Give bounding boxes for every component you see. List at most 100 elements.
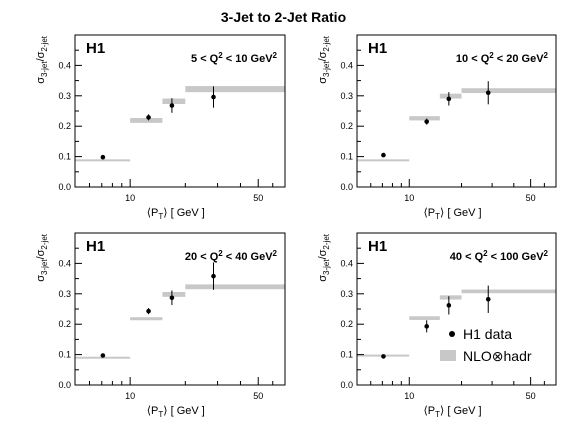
q2-range-text: 40 < Q [450, 251, 484, 263]
y-tick-label: 0.2 [58, 319, 71, 329]
y-axis-label-subscript: 3-jet [40, 259, 49, 275]
y-tick-label: 0.2 [340, 319, 353, 329]
x-axis-label-subscript: T [158, 410, 163, 419]
nlo-band [357, 159, 410, 162]
q2-range-label: 5 < Q2 < 10 GeV2 [191, 51, 278, 65]
x-axis-label-text: ⟩ [ GeV ] [440, 405, 482, 417]
data-point [424, 119, 429, 124]
y-axis-label: σ3-jet/σ2-jet [35, 35, 49, 84]
q2-superscript: 2 [544, 51, 549, 60]
x-axis-label: ⟨PT⟩ [ GeV ] [423, 207, 481, 221]
x-axis-label-text: ⟨P [423, 207, 435, 219]
x-axis-label-subscript: T [435, 212, 440, 221]
nlo-band [409, 116, 440, 121]
y-tick-label: 0.3 [58, 91, 71, 101]
experiment-label: H1 [86, 238, 105, 255]
x-axis-label: ⟨PT⟩ [ GeV ] [423, 405, 481, 419]
q2-superscript: 2 [483, 249, 488, 258]
y-tick-label: 0.2 [340, 121, 353, 131]
y-axis-label-subscript: 2-jet [322, 35, 331, 51]
x-axis-label: ⟨PT⟩ [ GeV ] [147, 207, 205, 221]
nlo-band [75, 159, 131, 162]
y-tick-label: 0.4 [58, 258, 71, 268]
q2-range-text: 10 < Q [456, 53, 490, 65]
q2-superscript: 2 [273, 249, 278, 258]
y-axis-label: σ3-jet/σ2-jet [317, 35, 331, 84]
y-axis-label-text: σ [317, 275, 329, 282]
q2-range-label: 10 < Q2 < 20 GeV2 [456, 51, 549, 65]
y-tick-label: 0.4 [58, 60, 71, 70]
x-tick-label: 50 [253, 193, 263, 203]
y-tick-label: 0.0 [58, 380, 71, 390]
data-point [485, 90, 491, 96]
y-axis-label-text: /σ [317, 249, 329, 259]
y-tick-label: 0.1 [340, 350, 353, 360]
data-point [381, 152, 386, 158]
nlo-band [409, 316, 440, 320]
data-point [100, 353, 106, 358]
data-point [100, 154, 106, 160]
x-tick-label: 10 [404, 193, 414, 203]
figure-title: 3-Jet to 2-Jet Ratio [221, 9, 346, 25]
y-tick-label: 0.0 [340, 380, 353, 390]
y-tick-label: 0.1 [58, 152, 71, 162]
nlo-band [130, 117, 163, 123]
q2-range-label: 20 < Q2 < 40 GeV2 [185, 249, 278, 263]
y-tick-label: 0.3 [340, 289, 353, 299]
experiment-label: H1 [86, 40, 105, 57]
q2-superscript: 2 [273, 51, 278, 60]
nlo-band [162, 291, 186, 297]
data-point [485, 296, 491, 302]
data-point [446, 303, 452, 308]
x-tick-label: 50 [526, 193, 536, 203]
experiment-label: H1 [368, 40, 387, 57]
x-axis-label-text: ⟨P [147, 207, 159, 219]
x-tick-label: 50 [526, 391, 536, 401]
q2-range-text: < 20 GeV [494, 53, 545, 65]
data-point [146, 308, 151, 314]
q2-range-text: 5 < Q [191, 53, 219, 65]
x-tick-label: 10 [125, 391, 135, 401]
q2-superscript: 2 [544, 249, 549, 258]
nlo-band [162, 98, 186, 105]
data-point [146, 115, 151, 120]
data-point [169, 103, 175, 108]
y-axis-label-text: σ [317, 77, 329, 84]
y-tick-label: 0.3 [340, 91, 353, 101]
x-axis-label-text: ⟩ [ GeV ] [440, 207, 482, 219]
q2-range-text: < 10 GeV [223, 53, 274, 65]
y-axis-label-subscript: 2-jet [40, 35, 49, 51]
x-axis-label: ⟨PT⟩ [ GeV ] [147, 405, 205, 419]
nlo-band [185, 86, 285, 93]
legend-nlo-swatch [440, 350, 456, 361]
y-tick-label: 0.4 [340, 258, 353, 268]
y-axis-label-text: σ [35, 275, 47, 282]
y-axis-label-subscript: 2-jet [40, 233, 49, 249]
data-point [211, 94, 216, 100]
data-point [424, 324, 429, 329]
x-axis-label-text: ⟨P [147, 405, 159, 417]
x-axis-label-text: ⟨P [423, 405, 435, 417]
y-tick-label: 0.0 [58, 182, 71, 192]
q2-range-text: < 40 GeV [223, 251, 274, 263]
q2-range-text: < 100 GeV [488, 251, 545, 263]
y-axis-label: σ3-jet/σ2-jet [35, 233, 49, 282]
x-axis-label-text: ⟩ [ GeV ] [163, 207, 205, 219]
y-axis-label-subscript: 3-jet [40, 61, 49, 77]
x-tick-label: 10 [125, 193, 135, 203]
y-axis-label-text: σ [35, 77, 47, 84]
y-tick-label: 0.1 [58, 350, 71, 360]
q2-range-text: 20 < Q [185, 251, 219, 263]
data-point [169, 295, 175, 301]
experiment-label: H1 [368, 238, 387, 255]
legend-data-label: H1 data [463, 326, 512, 342]
x-axis-label-subscript: T [158, 212, 163, 221]
y-tick-label: 0.3 [58, 289, 71, 299]
y-axis-label: σ3-jet/σ2-jet [317, 233, 331, 282]
legend: H1 data NLO⊗hadr [440, 326, 532, 364]
